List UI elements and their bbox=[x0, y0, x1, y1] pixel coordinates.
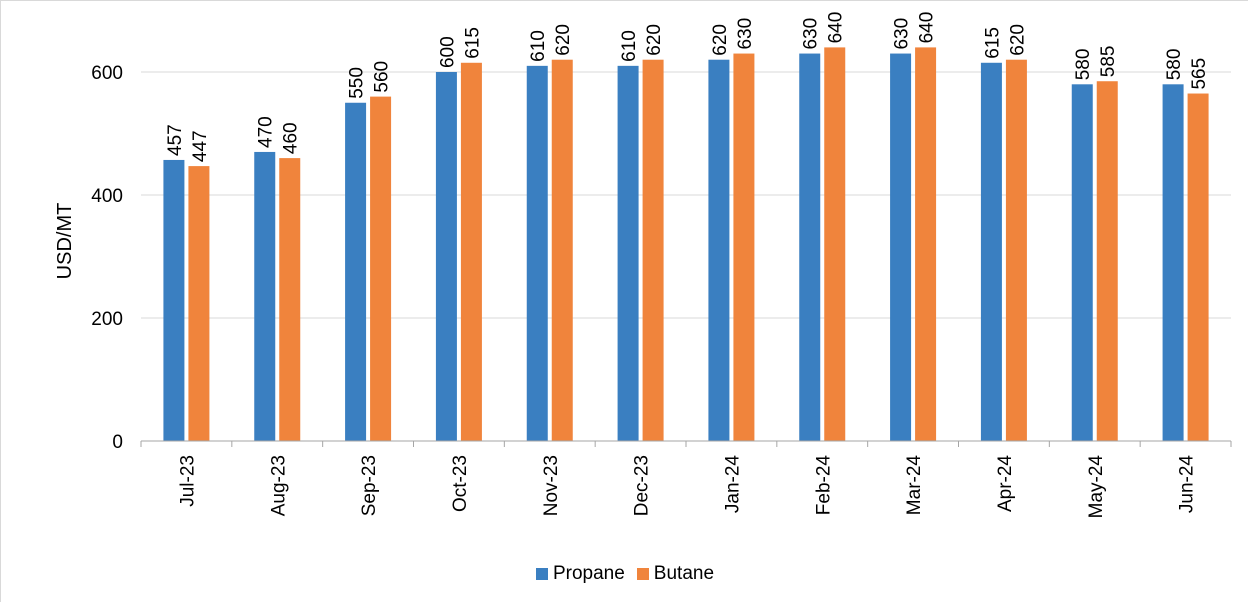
data-label: 615 bbox=[982, 27, 1003, 59]
data-label: 550 bbox=[347, 67, 368, 99]
bar-propane-Jul-23 bbox=[163, 159, 185, 441]
data-label: 560 bbox=[372, 61, 393, 93]
x-tick-label: Aug-23 bbox=[268, 455, 289, 516]
bar-butane-Sep-23 bbox=[370, 96, 392, 441]
data-label: 640 bbox=[917, 12, 938, 44]
bars bbox=[163, 47, 1209, 442]
data-label: 585 bbox=[1098, 46, 1119, 78]
bar-propane-Apr-24 bbox=[980, 62, 1002, 442]
data-label: 460 bbox=[281, 122, 302, 154]
bar-propane-Nov-23 bbox=[526, 65, 548, 441]
legend-label: Propane bbox=[552, 563, 625, 584]
x-tick-label: Sep-23 bbox=[359, 455, 380, 516]
data-label: 600 bbox=[437, 36, 458, 68]
bar-butane-Oct-23 bbox=[460, 62, 482, 442]
x-tick-label: Nov-23 bbox=[541, 455, 562, 516]
x-tick-label: May-24 bbox=[1086, 455, 1107, 519]
data-label: 565 bbox=[1189, 58, 1210, 90]
bar-propane-Oct-23 bbox=[435, 72, 457, 441]
y-tick-label: 0 bbox=[112, 432, 123, 453]
bar-butane-Nov-23 bbox=[551, 59, 573, 441]
x-tick-label: Jul-23 bbox=[177, 455, 198, 507]
data-label: 620 bbox=[710, 24, 731, 56]
bar-butane-Jan-24 bbox=[733, 53, 755, 442]
bar-propane-Feb-24 bbox=[799, 53, 821, 442]
x-tick-label: Jan-24 bbox=[722, 455, 743, 514]
data-label: 615 bbox=[462, 27, 483, 59]
legend-swatch bbox=[636, 568, 649, 580]
bar-propane-Jun-24 bbox=[1162, 84, 1184, 442]
data-label: 630 bbox=[801, 18, 822, 50]
x-tick-label: Oct-23 bbox=[450, 455, 471, 512]
x-tick-label: Feb-24 bbox=[813, 455, 834, 516]
bar-butane-Dec-23 bbox=[642, 59, 664, 441]
y-tick-label: 600 bbox=[91, 63, 123, 84]
data-label: 620 bbox=[1007, 24, 1028, 56]
bar-propane-Sep-23 bbox=[345, 102, 367, 441]
data-label: 580 bbox=[1073, 49, 1094, 81]
data-label: 620 bbox=[644, 24, 665, 56]
data-label: 610 bbox=[619, 30, 640, 62]
bar-propane-Mar-24 bbox=[890, 53, 912, 442]
bar-butane-Jul-23 bbox=[188, 166, 210, 441]
legend-item-propane: Propane bbox=[535, 563, 625, 585]
x-tick-label: Apr-24 bbox=[995, 455, 1016, 512]
bar-butane-Apr-24 bbox=[1005, 59, 1027, 441]
x-tick-label: Jun-24 bbox=[1177, 455, 1198, 514]
bar-propane-May-24 bbox=[1071, 84, 1093, 442]
bar-butane-Mar-24 bbox=[915, 47, 937, 442]
bar-propane-Aug-23 bbox=[254, 151, 276, 441]
data-label: 630 bbox=[735, 18, 756, 50]
bar-propane-Dec-23 bbox=[617, 65, 639, 441]
bar-butane-Aug-23 bbox=[279, 158, 301, 441]
data-label: 640 bbox=[826, 12, 847, 44]
bar-butane-May-24 bbox=[1096, 81, 1118, 441]
gridlines bbox=[141, 71, 1231, 319]
bar-butane-Feb-24 bbox=[824, 47, 846, 442]
data-label: 610 bbox=[528, 30, 549, 62]
y-axis-label: USD/MT bbox=[54, 203, 76, 280]
x-tick-label: Mar-24 bbox=[904, 455, 925, 516]
x-tick-label: Dec-23 bbox=[632, 455, 653, 516]
axes: 0 200 400 600 Jul-23 Aug-23 Sep-23 Oct-23 Nov-23… bbox=[91, 63, 1232, 519]
data-label: 470 bbox=[256, 116, 277, 148]
data-label: 620 bbox=[553, 24, 574, 56]
data-label: 447 bbox=[190, 130, 211, 162]
y-tick-label: 400 bbox=[91, 186, 123, 207]
bar-butane-Jun-24 bbox=[1187, 93, 1209, 442]
y-tick-label: 200 bbox=[91, 309, 123, 330]
legend: Propane Butane bbox=[1, 563, 1248, 586]
bar-propane-Jan-24 bbox=[708, 59, 730, 441]
legend-label: Butane bbox=[653, 563, 715, 584]
data-label: 630 bbox=[892, 18, 913, 50]
legend-swatch bbox=[535, 568, 548, 580]
legend-item-butane: Butane bbox=[636, 563, 715, 585]
data-label: 457 bbox=[165, 124, 186, 156]
data-label: 580 bbox=[1164, 49, 1185, 81]
